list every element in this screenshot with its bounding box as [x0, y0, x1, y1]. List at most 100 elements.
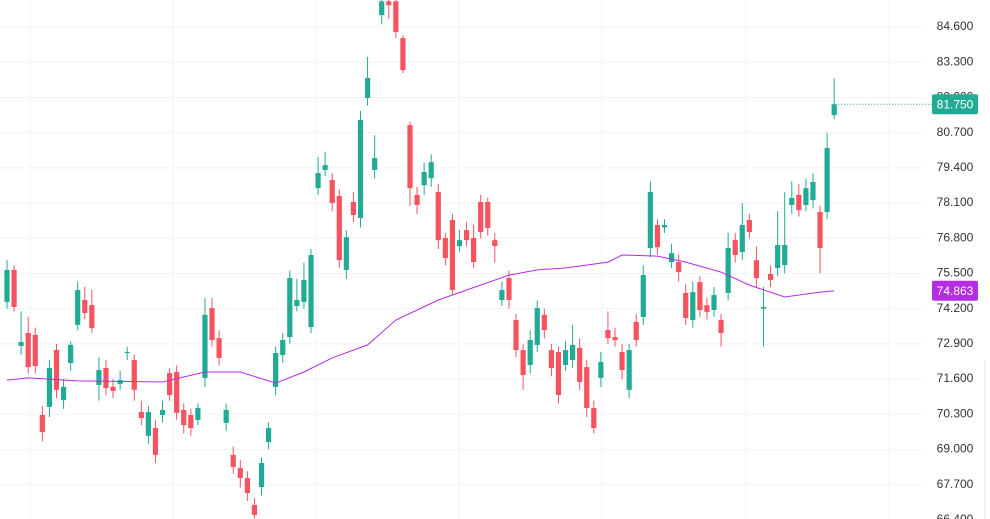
candle-body — [336, 196, 342, 261]
candle-body — [803, 188, 809, 205]
y-tick-label: 66.400 — [937, 512, 974, 519]
candle-body — [817, 211, 823, 248]
ma-label: 74.863 — [937, 284, 974, 298]
candle-body — [555, 351, 562, 396]
candle-body — [605, 330, 611, 339]
y-tick-label: 74.200 — [937, 301, 974, 315]
candle-body — [265, 428, 272, 443]
candle-body — [767, 273, 774, 280]
candle-body — [718, 320, 724, 334]
candle-body — [711, 295, 717, 310]
y-tick-label: 69.000 — [937, 442, 974, 456]
candle-body — [456, 240, 463, 247]
candle-body — [668, 253, 675, 263]
candle-body — [760, 307, 767, 309]
y-tick-label: 76.800 — [937, 230, 974, 244]
candle-body — [485, 201, 491, 228]
candle-body — [32, 334, 38, 367]
y-tick-label: 83.300 — [937, 54, 974, 68]
candle-body — [110, 386, 116, 391]
candle-body — [471, 237, 477, 263]
candle-body — [96, 370, 102, 385]
candle-body — [372, 158, 378, 171]
candle-body — [167, 373, 173, 396]
candle-body — [541, 314, 547, 331]
candle-body — [506, 278, 512, 300]
candle-body — [492, 240, 498, 247]
candle-body — [739, 224, 745, 253]
y-tick-label: 80.700 — [937, 125, 974, 139]
candle-body — [322, 165, 328, 171]
candle-body — [753, 260, 760, 279]
y-tick-label: 71.600 — [937, 371, 974, 385]
candle-body — [329, 180, 335, 204]
candle-body — [626, 350, 632, 390]
candle-body — [661, 224, 668, 228]
candle-body — [725, 247, 731, 293]
candle-body — [824, 148, 830, 212]
candle-body — [435, 191, 441, 241]
candle-body — [138, 412, 144, 419]
moving-average-line — [6, 254, 835, 384]
candle-body — [428, 162, 434, 179]
candle-body — [796, 194, 802, 211]
candle-body — [499, 289, 505, 300]
candle-body — [273, 353, 279, 387]
candle-body — [294, 299, 300, 306]
candle-body — [478, 201, 484, 233]
last-price-badge — [932, 94, 978, 115]
y-tick-label: 72.900 — [937, 336, 974, 350]
candle-body — [209, 308, 215, 341]
candle-body — [449, 220, 456, 290]
candle-body — [287, 278, 293, 338]
candle-body — [640, 275, 646, 318]
candle-body — [591, 407, 597, 429]
candle-body — [145, 412, 151, 436]
candle-body — [676, 262, 682, 273]
candle-body — [463, 230, 470, 241]
candle-body — [117, 380, 123, 384]
candle-body — [690, 292, 696, 321]
candle-body — [400, 38, 406, 71]
candle-body — [188, 415, 194, 429]
candle-body — [683, 292, 689, 319]
candle-body — [704, 305, 710, 312]
candle-body — [237, 468, 243, 479]
candle-body — [174, 371, 180, 413]
candle-body — [577, 347, 583, 383]
candle-body — [831, 104, 837, 116]
candle-body — [386, 1, 392, 6]
candle-body — [647, 191, 653, 248]
candle-body — [315, 173, 321, 189]
candle-body — [810, 181, 816, 201]
candle-body — [654, 224, 661, 248]
y-tick-label: 79.400 — [937, 160, 974, 174]
candle-body — [103, 367, 109, 388]
candle-body — [68, 344, 74, 364]
y-tick-label: 78.100 — [937, 195, 974, 209]
candle-body — [159, 409, 166, 416]
candle-body — [789, 197, 795, 205]
candle-body — [230, 454, 236, 468]
ma-badge — [932, 280, 978, 301]
candle-body — [223, 409, 229, 423]
candle-body — [89, 305, 95, 329]
candle-body — [562, 350, 569, 365]
candle-body — [414, 194, 420, 205]
candle-body — [53, 350, 60, 390]
candle-body — [407, 125, 413, 189]
candle-body — [258, 462, 265, 488]
candle-body — [612, 337, 618, 341]
candle-body — [520, 350, 526, 375]
candle-body — [46, 367, 53, 407]
candle-body — [379, 1, 385, 16]
candle-body — [216, 338, 222, 358]
candle-body — [202, 314, 208, 378]
candle-body — [527, 340, 533, 365]
candle-body — [195, 407, 201, 420]
candle-body — [619, 351, 625, 371]
candle-body — [152, 428, 159, 455]
candle-body — [775, 245, 781, 269]
candle-body — [301, 279, 307, 302]
candle-body — [343, 237, 349, 270]
